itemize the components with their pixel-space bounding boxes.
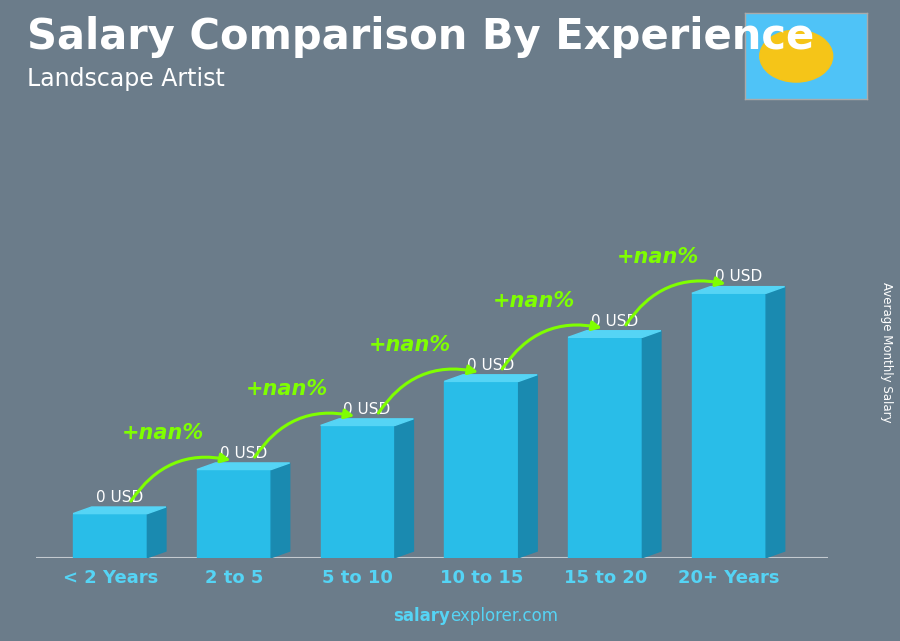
Text: +nan%: +nan% [369, 335, 452, 355]
Bar [320, 426, 395, 558]
Text: +nan%: +nan% [493, 291, 575, 311]
Polygon shape [445, 375, 537, 381]
Circle shape [760, 30, 833, 82]
Bar [73, 513, 148, 558]
Text: 0 USD: 0 USD [591, 313, 638, 328]
Text: explorer.com: explorer.com [450, 607, 558, 625]
Polygon shape [643, 331, 661, 558]
Polygon shape [320, 419, 413, 426]
Text: 0 USD: 0 USD [220, 445, 267, 461]
Bar [568, 337, 643, 558]
Text: Landscape Artist: Landscape Artist [27, 67, 225, 91]
Polygon shape [73, 507, 166, 513]
Text: 0 USD: 0 USD [715, 269, 762, 285]
Polygon shape [518, 375, 537, 558]
Polygon shape [271, 463, 290, 558]
Text: salary: salary [393, 607, 450, 625]
Text: +nan%: +nan% [122, 423, 204, 443]
Polygon shape [148, 507, 166, 558]
Polygon shape [568, 331, 661, 337]
Polygon shape [692, 287, 785, 294]
Text: 0 USD: 0 USD [344, 402, 391, 417]
Bar [197, 469, 271, 558]
Polygon shape [766, 287, 785, 558]
Text: 0 USD: 0 USD [96, 490, 143, 505]
Text: 0 USD: 0 USD [467, 358, 515, 372]
Bar [692, 294, 766, 558]
Bar [445, 381, 518, 558]
Text: +nan%: +nan% [616, 247, 699, 267]
Polygon shape [197, 463, 290, 469]
Text: Salary Comparison By Experience: Salary Comparison By Experience [27, 16, 814, 58]
Text: +nan%: +nan% [246, 379, 328, 399]
Polygon shape [395, 419, 413, 558]
Text: Average Monthly Salary: Average Monthly Salary [880, 282, 893, 423]
